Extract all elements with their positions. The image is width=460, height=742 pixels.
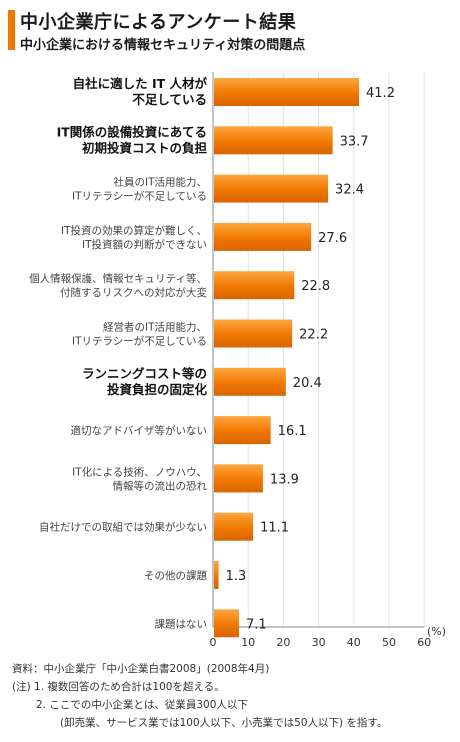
category-label-line: IT投資の効果の算定が難しく、 <box>61 224 207 237</box>
category-label-2: IT関係の設備投資にあてる初期投資コストの負担 <box>57 124 208 155</box>
bar-4 <box>214 222 312 251</box>
category-label-line: 不足している <box>132 92 207 107</box>
bar-9 <box>214 464 263 493</box>
category-label-line: 個人情報保護、情報セキュリティ等、 <box>29 272 207 285</box>
category-label-5: 個人情報保護、情報セキュリティ等、付随するリスクへの対応が大変 <box>29 272 207 299</box>
value-label-11: 1.3 <box>226 569 247 584</box>
category-label-line: 社員のIT活用能力、 <box>113 176 207 189</box>
category-label-line: IT投資額の判断ができない <box>82 238 207 251</box>
value-label-6: 22.2 <box>299 328 328 343</box>
category-label-line: その他の課題 <box>144 569 207 582</box>
bar-11 <box>214 561 219 589</box>
chart-subtitle: 中小企業における情報セキュリティ対策の問題点 <box>20 38 306 53</box>
category-label-7: ランニングコスト等の投資負担の固定化 <box>82 366 208 397</box>
category-label-line: 課題はない <box>155 617 208 630</box>
category-label-line: ITリテラシーが不足している <box>72 335 207 348</box>
footnote-2: 2. ここでの中小企業とは、従業員300人以下 <box>36 699 248 711</box>
value-label-8: 16.1 <box>278 424 307 439</box>
bar-8 <box>214 416 271 445</box>
value-label-5: 22.8 <box>301 279 330 294</box>
value-label-9: 13.9 <box>270 472 299 487</box>
tick-label-50: 50 <box>382 636 396 649</box>
category-label-line: 付随するリスクへの対応が大変 <box>60 286 207 299</box>
bar-7 <box>214 367 286 396</box>
bar-1 <box>214 78 360 106</box>
category-label-6: 経営者のIT活用能力、 ITリテラシーが不足している <box>72 321 207 348</box>
category-label-12: 課題はない <box>155 617 208 630</box>
category-label-1: 自社に適した IT 人材が不足している <box>73 76 208 107</box>
category-label-line: 自社だけでの取組では効果が少ない <box>39 521 207 534</box>
tick-label-60: 60 <box>417 636 431 649</box>
unit-label: (%) <box>427 625 446 638</box>
value-label-3: 32.4 <box>335 183 364 198</box>
tick-label-40: 40 <box>347 636 361 649</box>
value-label-2: 33.7 <box>340 134 369 149</box>
category-label-line: 適切なアドバイザ等がいない <box>71 424 208 437</box>
bar-12 <box>214 609 239 638</box>
category-label-line: IT化による技術、ノウハウ、 <box>72 465 207 478</box>
tick-label-30: 30 <box>312 636 326 649</box>
bar-5 <box>214 271 295 300</box>
chart-footer: 資料：中小企業庁「中小企業白書2008」(2008年4月) (注) 1. 複数回… <box>12 660 387 732</box>
value-label-12: 7.1 <box>246 617 267 632</box>
chart-header: 中小企業庁によるアンケート結果 中小企業における情報セキュリティ対策の問題点 <box>0 0 460 53</box>
source-note: 資料：中小企業庁「中小企業白書2008」(2008年4月) <box>12 663 270 675</box>
category-label-11: その他の課題 <box>144 569 207 582</box>
footnote-1: (注) 1. 複数回答のため合計は100を超える。 <box>12 681 225 693</box>
category-label-8: 適切なアドバイザ等がいない <box>71 424 208 437</box>
category-label-line: ランニングコスト等の <box>82 366 207 381</box>
value-label-7: 20.4 <box>293 376 322 391</box>
bar-10 <box>214 512 254 541</box>
value-label-1: 41.2 <box>366 86 395 101</box>
title-accent-bar <box>8 10 15 50</box>
bar-chart: 41.2 自社に適した IT 人材が不足している 33.7 IT関係の設備投資にあてる… <box>29 72 446 649</box>
value-label-10: 11.1 <box>260 521 289 536</box>
category-label-line: ITリテラシーが不足している <box>72 190 207 203</box>
category-label-line: 情報等の流出の恐れ <box>113 479 208 492</box>
category-label-9: IT化による技術、ノウハウ、情報等の流出の恐れ <box>72 465 207 492</box>
bar-6 <box>214 319 293 348</box>
category-label-line: 経営者のIT活用能力、 <box>103 321 207 334</box>
tick-label-10: 10 <box>241 636 255 649</box>
category-label-4: IT投資の効果の算定が難しく、 IT投資額の判断ができない <box>61 224 207 251</box>
footnote-3: (卸売業、サービス業では100人以下、小売業では50人以下) を指す。 <box>60 717 388 729</box>
bar-2 <box>214 126 333 155</box>
chart-title: 中小企業庁によるアンケート結果 <box>20 12 297 33</box>
tick-label-0: 0 <box>210 636 217 649</box>
bar-3 <box>214 174 329 203</box>
category-label-line: 投資負担の固定化 <box>107 382 208 397</box>
value-label-4: 27.6 <box>318 231 347 246</box>
tick-label-20: 20 <box>276 636 290 649</box>
category-label-line: IT関係の設備投資にあてる <box>57 124 207 139</box>
category-label-line: 自社に適した IT 人材が <box>73 76 208 91</box>
category-label-line: 初期投資コストの負担 <box>82 140 208 155</box>
category-label-3: 社員のIT活用能力、 ITリテラシーが不足している <box>72 176 207 203</box>
category-label-10: 自社だけでの取組では効果が少ない <box>39 521 207 534</box>
